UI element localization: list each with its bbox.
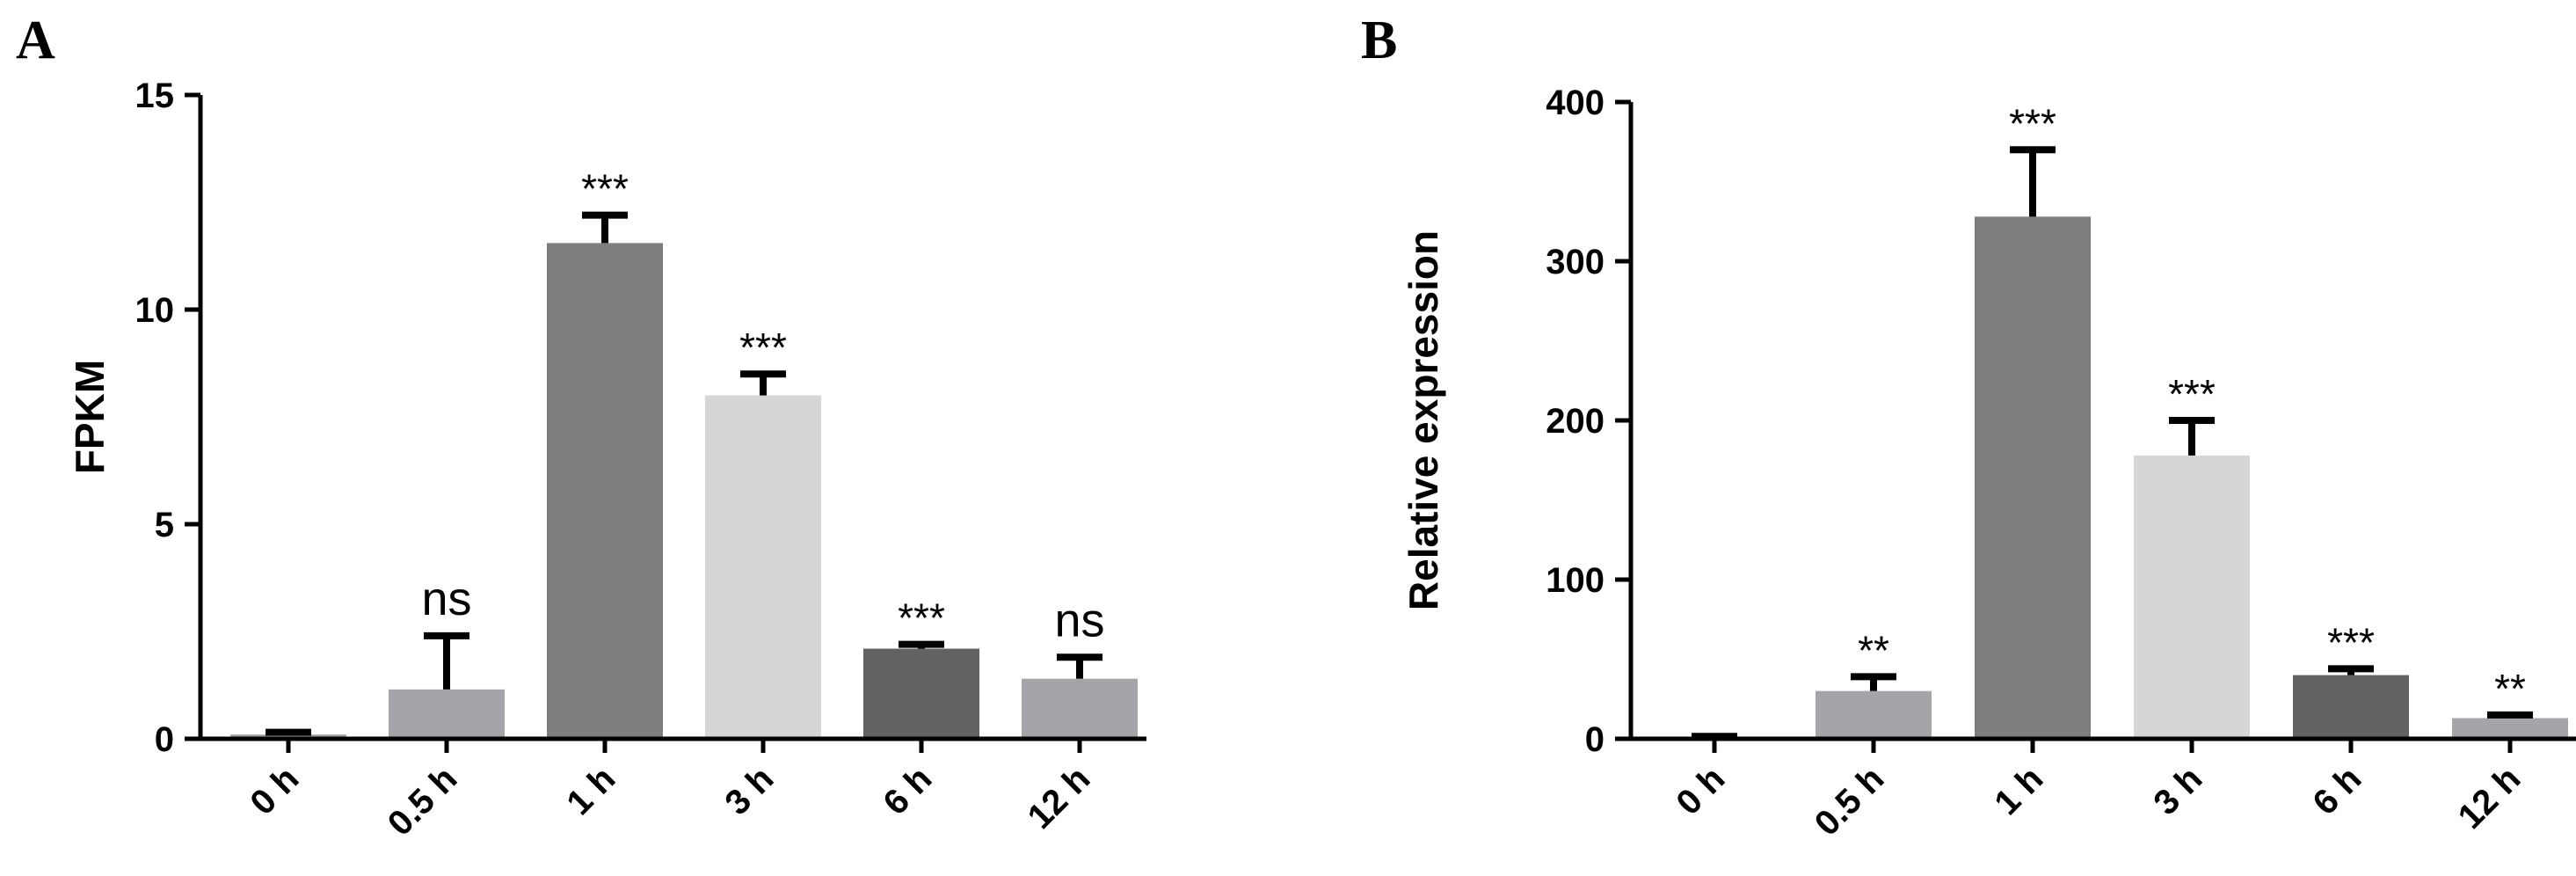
- x-tick-label: 3 h: [717, 759, 781, 822]
- x-tick-label: 6 h: [876, 759, 939, 822]
- bar: [1022, 678, 1138, 739]
- panel-a: A FPKM 0 h ns 0.5 h *** 1 h *** 3 h *** 6 h ns 12 h 0…: [16, 11, 1146, 843]
- bar: [705, 395, 821, 739]
- y-tick-label: 10: [135, 291, 175, 330]
- y-tick-label: 15: [135, 77, 175, 115]
- significance-label: ***: [581, 166, 629, 212]
- y-axis-title: FPKM: [67, 360, 113, 474]
- y-tick-label: 0: [155, 720, 174, 759]
- y-tick-label: 400: [1546, 84, 1605, 122]
- x-tick-label: 1 h: [1987, 759, 2050, 822]
- significance-label: **: [1858, 627, 1889, 673]
- x-tick-label: 12 h: [2451, 759, 2529, 836]
- significance-label: ***: [2168, 371, 2216, 417]
- bar: [1816, 690, 1932, 739]
- x-tick-label: 0.5 h: [1808, 759, 1892, 843]
- significance-label: **: [2494, 666, 2526, 712]
- x-tick-label: 3 h: [2146, 759, 2209, 822]
- bar: [2293, 675, 2409, 739]
- y-tick-label: 200: [1546, 402, 1605, 441]
- x-tick-label: 0 h: [1669, 759, 1732, 822]
- y-tick-label: 100: [1546, 561, 1605, 600]
- y-axis-title: Relative expression: [1401, 230, 1446, 610]
- panel-letter: A: [16, 11, 55, 70]
- bar: [863, 648, 979, 739]
- x-tick-label: 6 h: [2305, 759, 2369, 822]
- y-tick-label: 0: [1585, 720, 1605, 759]
- x-tick-label: 0.5 h: [381, 759, 465, 843]
- x-tick-label: 1 h: [559, 759, 622, 822]
- x-tick-label: 0 h: [243, 759, 306, 822]
- significance-label: ns: [1054, 594, 1104, 646]
- bar: [1975, 216, 2091, 739]
- x-tick-label: 12 h: [1021, 759, 1098, 836]
- bar: [389, 689, 505, 739]
- significance-label: ***: [739, 325, 787, 370]
- panel-letter: B: [1361, 11, 1397, 70]
- bar: [547, 243, 663, 739]
- significance-label: ns: [421, 573, 471, 625]
- bar: [2134, 455, 2250, 739]
- significance-label: ***: [2009, 100, 2056, 146]
- y-tick-label: 300: [1546, 243, 1605, 281]
- panel-b: B Relative expression 0 h ** 0.5 h *** 1 h *** 3…: [1361, 11, 2576, 843]
- y-tick-label: 5: [155, 506, 174, 544]
- significance-label: ***: [898, 595, 945, 641]
- significance-label: ***: [2327, 619, 2375, 665]
- bar: [2452, 718, 2568, 739]
